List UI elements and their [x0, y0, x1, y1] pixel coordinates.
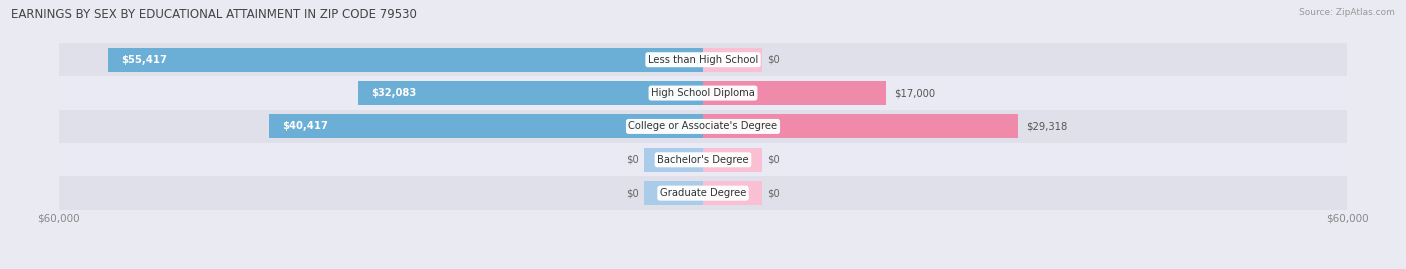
Bar [644, 148, 703, 172]
Text: Bachelor's Degree: Bachelor's Degree [657, 155, 749, 165]
Bar [59, 76, 1347, 110]
Bar [703, 181, 762, 205]
Text: $32,083: $32,083 [371, 88, 416, 98]
Bar [703, 81, 886, 105]
Text: EARNINGS BY SEX BY EDUCATIONAL ATTAINMENT IN ZIP CODE 79530: EARNINGS BY SEX BY EDUCATIONAL ATTAINMEN… [11, 8, 418, 21]
Text: $0: $0 [626, 188, 638, 198]
Bar [108, 48, 703, 72]
Text: $40,417: $40,417 [281, 121, 328, 132]
Text: $17,000: $17,000 [894, 88, 935, 98]
Text: Source: ZipAtlas.com: Source: ZipAtlas.com [1299, 8, 1395, 17]
Bar [269, 114, 703, 139]
Bar [703, 114, 1018, 139]
Text: $0: $0 [626, 155, 638, 165]
Bar [359, 81, 703, 105]
Text: $0: $0 [768, 188, 780, 198]
Bar [59, 143, 1347, 176]
Text: Graduate Degree: Graduate Degree [659, 188, 747, 198]
Text: Less than High School: Less than High School [648, 55, 758, 65]
Text: $55,417: $55,417 [121, 55, 166, 65]
Bar [59, 176, 1347, 210]
Bar [59, 110, 1347, 143]
Bar [703, 48, 762, 72]
Bar [703, 148, 762, 172]
Text: $0: $0 [768, 55, 780, 65]
Text: High School Diploma: High School Diploma [651, 88, 755, 98]
Text: $29,318: $29,318 [1026, 121, 1067, 132]
Text: $0: $0 [768, 155, 780, 165]
Text: College or Associate's Degree: College or Associate's Degree [628, 121, 778, 132]
Bar [644, 181, 703, 205]
Bar [59, 43, 1347, 76]
